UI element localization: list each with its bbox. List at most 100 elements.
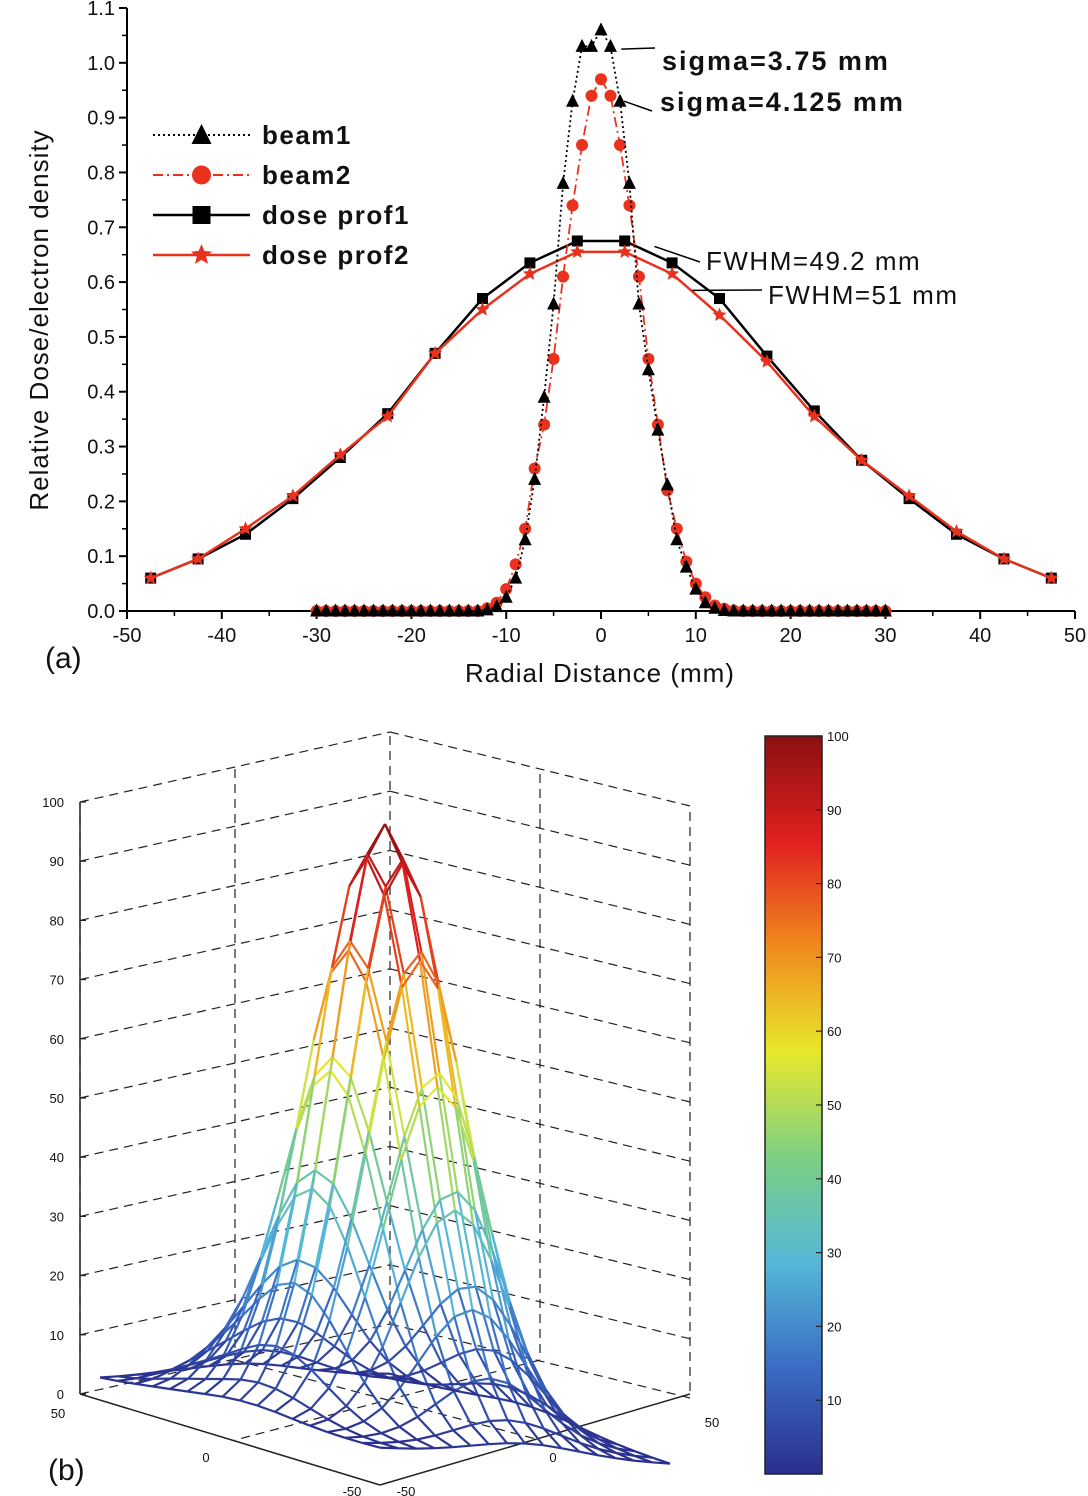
mesh-segment [489,1377,509,1385]
mesh-segment [294,1085,315,1134]
mesh-segment [292,1397,312,1410]
series-line-beam2 [316,77,886,612]
mesh-segment [488,1420,508,1444]
legend-label: beam2 [262,160,352,190]
panel-a-legend: beam1 beam2 dose prof1 dose prof2 [153,120,410,270]
mesh-segment [494,1396,513,1403]
star-marker [996,551,1011,565]
mesh-segment [402,858,423,952]
mesh-segment [226,1350,246,1366]
z-tick-label: 100 [42,795,64,810]
annotation-text: FWHM=49.2 mm [706,246,921,276]
mesh-segment [527,1375,548,1397]
mesh-segment [398,1425,418,1441]
mesh-segment [416,1403,437,1418]
annotation-text: FWHM=51 mm [768,280,959,310]
mesh-segment [489,1318,510,1384]
mesh-segment [225,1330,245,1357]
mesh-segment [297,1267,317,1323]
mesh-segment [452,1444,471,1449]
x-tick-label: 20 [779,625,801,647]
mesh-segment [405,1369,425,1377]
mesh-segment [345,1381,366,1407]
mesh-segment [423,1361,442,1372]
mesh-segment [470,1381,491,1422]
mesh-segment [652,1456,671,1465]
mesh-segment [439,1190,458,1201]
mesh-segment [477,1393,496,1399]
mesh-segment [362,1435,381,1444]
z-tick-label: 20 [50,1269,64,1284]
mesh-segment [384,858,405,888]
mesh-segment [421,1199,441,1231]
mesh-segment [458,1348,477,1356]
mesh-segment [347,949,368,983]
mesh-segment [292,1417,311,1427]
mesh-segment [186,1378,207,1393]
star-marker [665,266,680,280]
mesh-segment [437,983,458,1062]
triangle-marker [641,362,655,376]
mesh-segment [436,1086,457,1109]
mesh-segment [402,973,423,1089]
mesh-segment [275,1345,295,1356]
mesh-segment [473,1209,494,1252]
triangle-marker [566,93,580,107]
circle-marker [528,462,541,475]
square-marker [571,235,583,247]
mesh-segment [207,1340,227,1362]
mesh-segment [385,973,405,1042]
mesh-segment [471,1309,492,1379]
mesh-segment [525,1421,545,1430]
mesh-segment [474,1285,494,1301]
triangle-marker [433,603,447,617]
mesh-segment [262,1350,282,1365]
triangle-marker [717,602,731,616]
y-tick-label: 0.1 [87,546,115,568]
annotation-text: sigma=3.75 mm [662,46,890,76]
mesh-segment [421,1072,441,1089]
panel-b-surface-mesh [99,823,671,1465]
mesh-segment [367,1130,388,1202]
z-tick-label: 40 [50,1150,64,1165]
triangle-marker [547,296,561,310]
circle-marker [585,89,598,102]
mesh-segment [387,1345,407,1363]
legend-label: dose prof1 [262,200,410,230]
star-marker [143,570,158,585]
mesh-segment [328,1319,348,1353]
triangle-marker [537,389,551,403]
mesh-segment [420,1087,442,1200]
mesh-segment [327,1431,346,1439]
mesh-segment [507,1338,528,1368]
mesh-segment [422,1303,442,1327]
mesh-segment [226,1350,245,1357]
triangle-marker [660,477,674,491]
annotation-leader [654,245,701,263]
mesh-segment [309,1424,328,1434]
mesh-segment [455,1098,476,1158]
mesh-segment [383,863,404,897]
mesh-segment [169,1387,188,1393]
mesh-segment [279,1258,298,1268]
mesh-segment [363,1228,385,1298]
mesh-segment [310,1368,330,1389]
triangle-marker [878,603,892,617]
mesh-segment [473,1210,495,1301]
square-marker [192,206,211,224]
circle-marker [642,352,655,365]
circle-marker [623,199,636,212]
mesh-segment [243,1320,263,1332]
mesh-segment [382,1228,402,1304]
mesh-segment [420,951,441,1074]
mesh-segment [257,1381,276,1390]
triangle-marker [414,603,428,617]
mesh-segment [260,1215,280,1286]
mesh-segment [438,1199,460,1290]
mesh-segment [524,1442,544,1447]
mesh-segment [262,1349,281,1353]
triangle-marker [755,603,769,617]
mesh-segment [434,1429,454,1437]
mesh-segment [293,1281,313,1297]
z-tick-label: 70 [50,973,64,988]
